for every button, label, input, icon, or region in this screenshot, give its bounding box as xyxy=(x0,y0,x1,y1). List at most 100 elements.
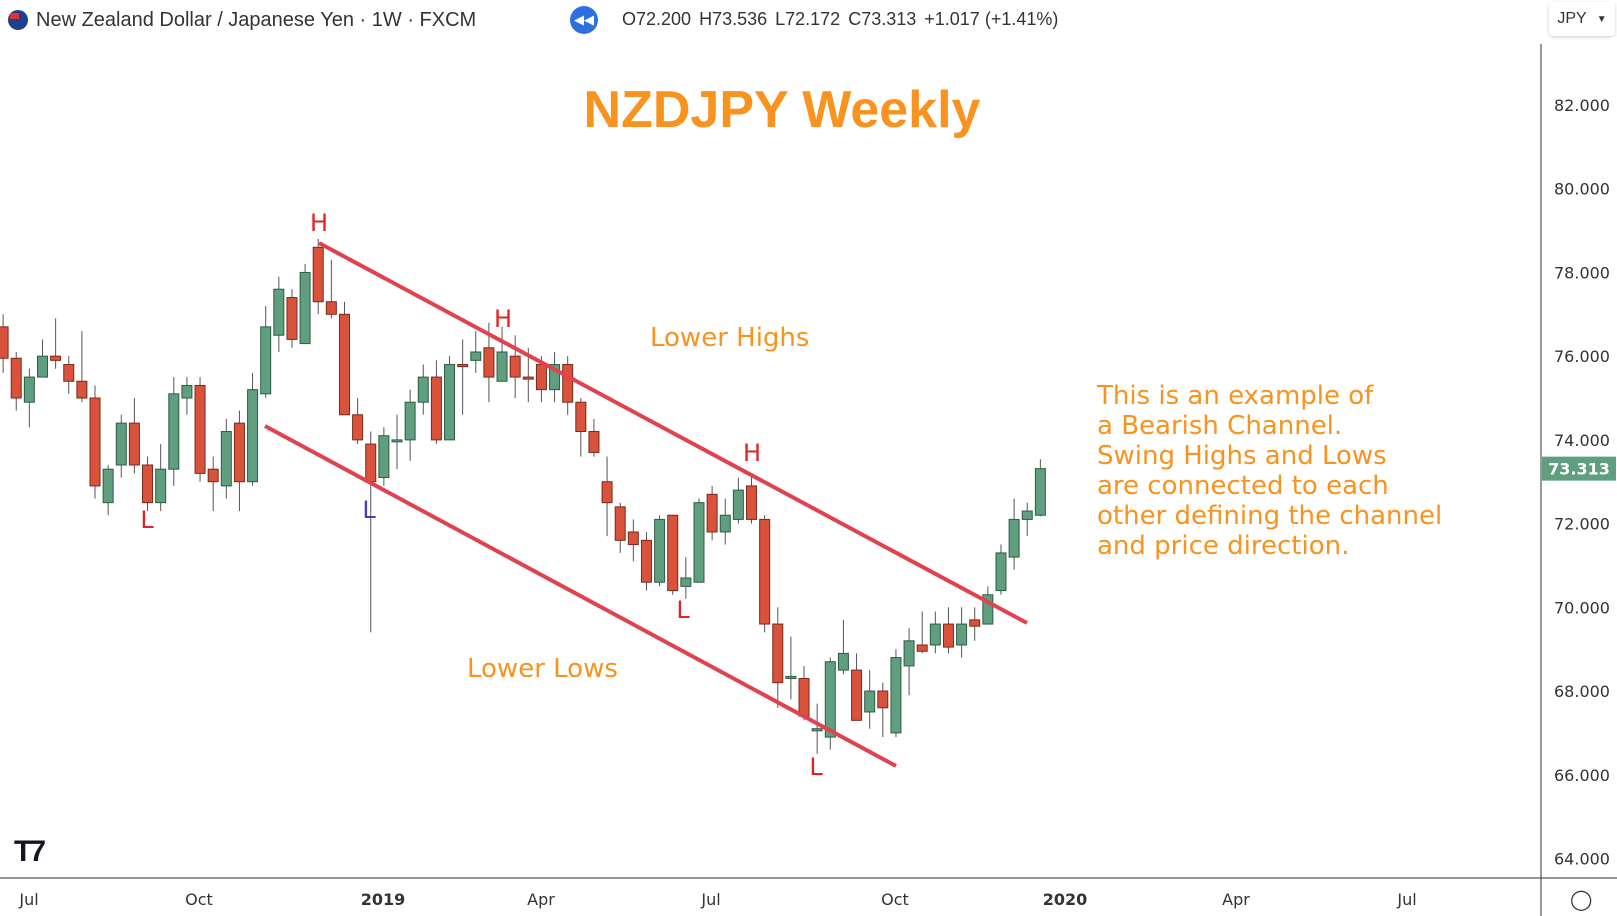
candle[interactable] xyxy=(286,289,298,348)
candle[interactable] xyxy=(759,515,771,633)
candle-body-down xyxy=(877,690,889,709)
candle[interactable] xyxy=(509,335,521,399)
candle[interactable] xyxy=(207,456,219,512)
candle[interactable] xyxy=(877,682,889,738)
candle[interactable] xyxy=(391,414,403,470)
candle[interactable] xyxy=(260,305,272,399)
candle[interactable] xyxy=(732,477,744,524)
tradingview-logo[interactable]: T7 xyxy=(14,835,46,868)
settings-icon[interactable]: ◯ xyxy=(1570,889,1593,911)
candle[interactable] xyxy=(798,665,810,721)
candle[interactable] xyxy=(0,314,9,373)
candle[interactable] xyxy=(772,607,784,708)
candle[interactable] xyxy=(168,377,180,486)
candle[interactable] xyxy=(220,418,232,499)
symbol-title[interactable]: New Zealand Dollar / Japanese Yen · 1W ·… xyxy=(36,8,477,31)
candle[interactable] xyxy=(575,398,587,457)
candle[interactable] xyxy=(916,611,928,654)
candle[interactable] xyxy=(719,498,731,545)
candle[interactable] xyxy=(430,360,442,445)
candle[interactable] xyxy=(10,351,22,411)
candle[interactable] xyxy=(785,636,797,700)
candle-body-down xyxy=(535,364,547,391)
rewind-icon[interactable]: ◀◀ xyxy=(570,6,598,34)
candle-body-up xyxy=(719,514,731,533)
candle[interactable] xyxy=(194,377,206,482)
channel-upper-line[interactable] xyxy=(318,241,1028,625)
candle[interactable] xyxy=(654,515,666,587)
candle[interactable] xyxy=(942,607,954,654)
candle-body-up xyxy=(417,376,429,403)
channel-lower-line[interactable] xyxy=(264,424,897,768)
candle[interactable] xyxy=(824,657,836,750)
candle[interactable] xyxy=(982,586,994,625)
candle[interactable] xyxy=(640,531,652,591)
candle[interactable] xyxy=(63,356,75,394)
candle[interactable] xyxy=(115,414,127,478)
candle[interactable] xyxy=(155,444,167,512)
y-tick-label: 80.000 xyxy=(1554,180,1610,199)
candle-body-up xyxy=(444,364,456,441)
candle[interactable] xyxy=(470,331,482,373)
candle[interactable] xyxy=(601,456,613,537)
candle[interactable] xyxy=(1021,502,1033,537)
candle[interactable] xyxy=(338,301,350,416)
candle[interactable] xyxy=(365,431,377,633)
candle[interactable] xyxy=(851,653,863,721)
currency-selector[interactable]: JPY ▼ xyxy=(1549,2,1615,36)
candle[interactable] xyxy=(811,703,823,754)
last-price-label: 73.313 xyxy=(1548,460,1610,479)
candle-body-up xyxy=(811,728,823,732)
candle[interactable] xyxy=(457,339,469,415)
candle[interactable] xyxy=(417,364,429,415)
candle[interactable] xyxy=(312,238,324,315)
candle[interactable] xyxy=(706,485,718,541)
candle[interactable] xyxy=(23,368,35,428)
candle[interactable] xyxy=(404,389,416,461)
candle[interactable] xyxy=(378,427,390,486)
candle[interactable] xyxy=(50,318,62,369)
candle[interactable] xyxy=(76,331,88,403)
candle[interactable] xyxy=(995,544,1007,595)
candle-body-up xyxy=(693,502,705,583)
candle[interactable] xyxy=(299,264,311,345)
candle[interactable] xyxy=(837,619,849,675)
candle[interactable] xyxy=(273,276,285,352)
candle[interactable] xyxy=(588,418,600,457)
candle[interactable] xyxy=(181,377,193,415)
candle[interactable] xyxy=(549,351,561,403)
candle-body-up xyxy=(837,652,849,671)
candle[interactable] xyxy=(667,514,679,595)
candle[interactable] xyxy=(89,385,101,499)
candle[interactable] xyxy=(1008,498,1020,570)
y-tick-label: 70.000 xyxy=(1554,598,1610,617)
candle[interactable] xyxy=(890,649,902,738)
candle[interactable] xyxy=(903,628,915,696)
candle[interactable] xyxy=(929,611,941,654)
candle[interactable] xyxy=(627,519,639,562)
candle[interactable] xyxy=(444,356,456,441)
candle-body-down xyxy=(575,401,587,433)
candle[interactable] xyxy=(614,502,626,553)
candle[interactable] xyxy=(693,498,705,583)
candle[interactable] xyxy=(969,607,981,641)
candle-body-down xyxy=(63,364,75,382)
candle[interactable] xyxy=(352,398,364,445)
candle[interactable] xyxy=(247,372,259,486)
candle[interactable] xyxy=(233,410,245,512)
candle[interactable] xyxy=(496,326,508,382)
candle[interactable] xyxy=(142,456,154,512)
candle[interactable] xyxy=(864,670,876,729)
candle[interactable] xyxy=(102,464,114,516)
candle[interactable] xyxy=(36,339,48,378)
candle[interactable] xyxy=(680,557,692,599)
candle[interactable] xyxy=(562,356,574,415)
candle[interactable] xyxy=(128,398,140,474)
candle[interactable] xyxy=(325,259,337,319)
candle[interactable] xyxy=(956,607,968,658)
candle[interactable] xyxy=(1034,459,1046,517)
annotation-note-line: are connected to each xyxy=(1097,471,1389,501)
candle[interactable] xyxy=(746,473,758,524)
candle-body-up xyxy=(115,422,127,466)
